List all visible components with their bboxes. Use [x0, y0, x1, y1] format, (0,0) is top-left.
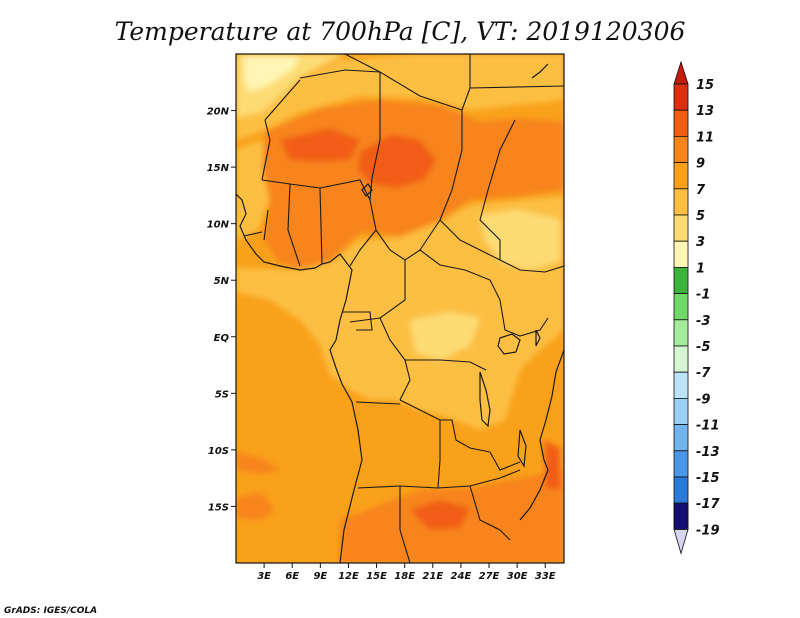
- colorbar-label: -17: [696, 497, 720, 512]
- colorbar-label: 7: [696, 183, 706, 198]
- colorbar-label: 9: [696, 157, 705, 172]
- colorbar-label: 5: [696, 209, 705, 224]
- coastline-red-sea: [531, 63, 549, 79]
- colorbar-segment: [673, 109, 689, 137]
- longitude-axis: 3E 6E 9E 12E 15E 18E 21E 24E 27E 30E 33E: [257, 563, 556, 582]
- country-borders: [243, 54, 564, 563]
- coastline-west-africa: [236, 193, 363, 563]
- region-11-13-angola: [236, 492, 275, 520]
- region-3-5: [244, 56, 300, 92]
- region-13-15-west: [280, 128, 360, 162]
- lon-tick-label: 6E: [285, 571, 299, 582]
- colorbar-label: 15: [696, 78, 714, 93]
- lon-tick-label: 33E: [535, 571, 556, 582]
- colorbar-label: -11: [696, 419, 720, 434]
- colorbar-bottom-arrow: [673, 529, 689, 555]
- colorbar-segment: [673, 214, 689, 242]
- lon-tick-label: 21E: [422, 571, 443, 582]
- colorbar-label: -9: [696, 392, 710, 407]
- region-5-7-congo: [410, 312, 480, 360]
- colorbar-segment: [673, 371, 689, 399]
- lon-tick-label: 30E: [507, 571, 528, 582]
- lon-tick-label: 24E: [451, 571, 472, 582]
- lat-tick-label: 15N: [207, 163, 230, 174]
- lon-tick-label: 3E: [257, 571, 271, 582]
- colorbar-segment: [673, 162, 689, 190]
- lon-tick-label: 27E: [479, 571, 500, 582]
- region-7-9-north: [236, 54, 564, 140]
- lat-tick-label: 15S: [208, 502, 229, 513]
- lat-tick-label: 10N: [207, 220, 230, 231]
- colorbar-label: -7: [696, 366, 711, 381]
- colorbar-label: 11: [696, 130, 714, 145]
- colorbar-label: -1: [696, 288, 710, 303]
- colorbar-segment: [673, 319, 689, 347]
- colorbar-label: -19: [696, 523, 720, 538]
- colorbar-label: -13: [696, 445, 720, 460]
- coastline-east-africa: [519, 349, 564, 521]
- lon-tick-label: 18E: [394, 571, 415, 582]
- colorbar-segment: [673, 293, 689, 321]
- region-7-9-central: [236, 196, 564, 430]
- temperature-field: [236, 54, 564, 563]
- region-13-15-core: [358, 134, 436, 188]
- lon-tick-label: 9E: [313, 571, 327, 582]
- lon-tick-label: 15E: [366, 571, 387, 582]
- colorbar-segment: [673, 450, 689, 478]
- latitude-axis: 20N 15N 10N 5N EQ 5S 10S 15S: [207, 107, 236, 513]
- colorbar-segment: [673, 424, 689, 452]
- colorbar-label: -3: [696, 314, 710, 329]
- lake-turkana: [535, 329, 541, 347]
- colorbar-segment: [673, 476, 689, 504]
- colorbar-segment: [673, 345, 689, 373]
- region-11-13-west-ocean: [236, 452, 280, 474]
- lat-tick-label: EQ: [214, 333, 230, 344]
- lake-malawi: [517, 429, 527, 468]
- lat-tick-label: 5S: [215, 389, 229, 400]
- lat-tick-label: 5N: [214, 276, 230, 287]
- lake-victoria: [497, 333, 521, 355]
- region-11-13-mozambique: [544, 440, 560, 490]
- colorbar-label: 3: [696, 235, 705, 250]
- colorbar-legend: 15 13 11 9 7 5 3 1 -1 -3 -5 -7 -9 -11 -13 -15 -17 -19: [673, 60, 720, 555]
- colorbar-label: -15: [696, 471, 720, 486]
- colorbar-segment-lowest: [673, 502, 689, 530]
- colorbar-segment: [673, 188, 689, 216]
- region-13-15-south: [410, 500, 470, 530]
- lake-tanganyika: [479, 371, 491, 428]
- colorbar-segment: [673, 83, 689, 111]
- map-title: Temperature at 700hPa [C], VT: 201912030…: [115, 17, 686, 46]
- lon-tick-label: 12E: [338, 571, 359, 582]
- plot-frame: [235, 53, 565, 564]
- lat-tick-label: 10S: [208, 446, 229, 457]
- colorbar-top-arrow: [673, 60, 689, 85]
- lat-tick-label: 20N: [207, 107, 230, 118]
- colorbar-label: 13: [696, 104, 714, 119]
- colorbar-segment: [673, 266, 689, 294]
- colorbar-label: -5: [696, 340, 710, 355]
- colorbar-segment: [673, 240, 689, 268]
- colorbar-label: 1: [696, 261, 705, 276]
- colorbar-segment: [673, 397, 689, 425]
- grads-credit: GrADS: IGES/COLA: [4, 606, 97, 616]
- colorbar-segment: [673, 135, 689, 163]
